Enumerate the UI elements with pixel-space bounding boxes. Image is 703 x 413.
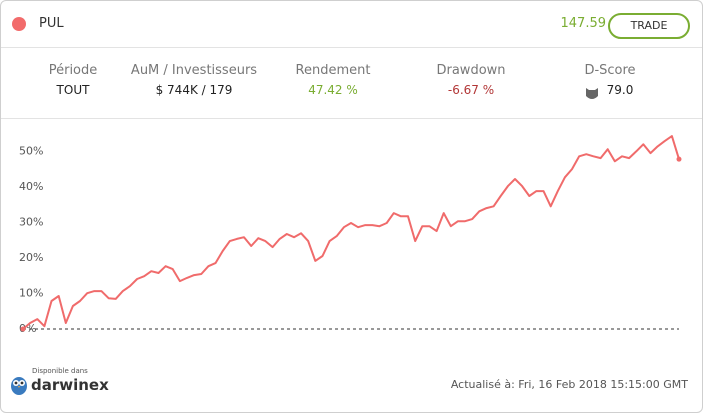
brand: darwinex (31, 376, 109, 394)
y-tick-label: 0% (19, 322, 36, 335)
stats: Période TOUT AuM / Investisseurs $ 744K / … (1, 63, 702, 103)
price: 147.59 (560, 16, 607, 31)
y-tick-label: 30% (19, 216, 43, 229)
asset-name: PUL (39, 16, 64, 31)
stat-value: 79.0 (606, 83, 634, 97)
line (22, 135, 680, 330)
stat-label: Rendement (295, 63, 371, 78)
end-dot (676, 156, 682, 162)
stat: Période TOUT (0, 63, 153, 97)
darwinex-logo (11, 377, 27, 395)
trade-button[interactable]: TRADE (608, 13, 690, 39)
y-tick-label: 10% (19, 287, 43, 300)
y-tick-label: 40% (19, 180, 43, 193)
y-tick-label: 50% (19, 145, 43, 158)
separator (1, 118, 702, 119)
stat-label: D-Score (584, 63, 636, 78)
end-dot (20, 326, 26, 332)
status-dot (12, 17, 26, 31)
available-label: Disponible dans (32, 367, 88, 375)
stat-value: $ 744K / 179 (155, 83, 233, 97)
stat-label: Période (48, 63, 98, 78)
stat-label: Drawdown (436, 63, 506, 78)
stat: Drawdown -6.67 % (391, 63, 551, 97)
stat-value: 47.42 % (308, 83, 358, 97)
header: PUL 147.59 TRADE (1, 1, 702, 48)
stat-label: AuM / Investisseurs (130, 63, 258, 78)
updated: Actualisé à: Fri, 16 Feb 2018 15:15:00 G… (450, 378, 688, 391)
stat-value: -6.67 % (447, 83, 495, 97)
stat: AuM / Investisseurs $ 744K / 179 (114, 63, 274, 97)
stat: D-Score 79.0 (530, 63, 690, 99)
stat: Rendement 47.42 % (253, 63, 413, 97)
stat-value: TOUT (56, 83, 90, 97)
y-tick-label: 20% (19, 251, 43, 264)
dscore-icon (586, 88, 598, 99)
